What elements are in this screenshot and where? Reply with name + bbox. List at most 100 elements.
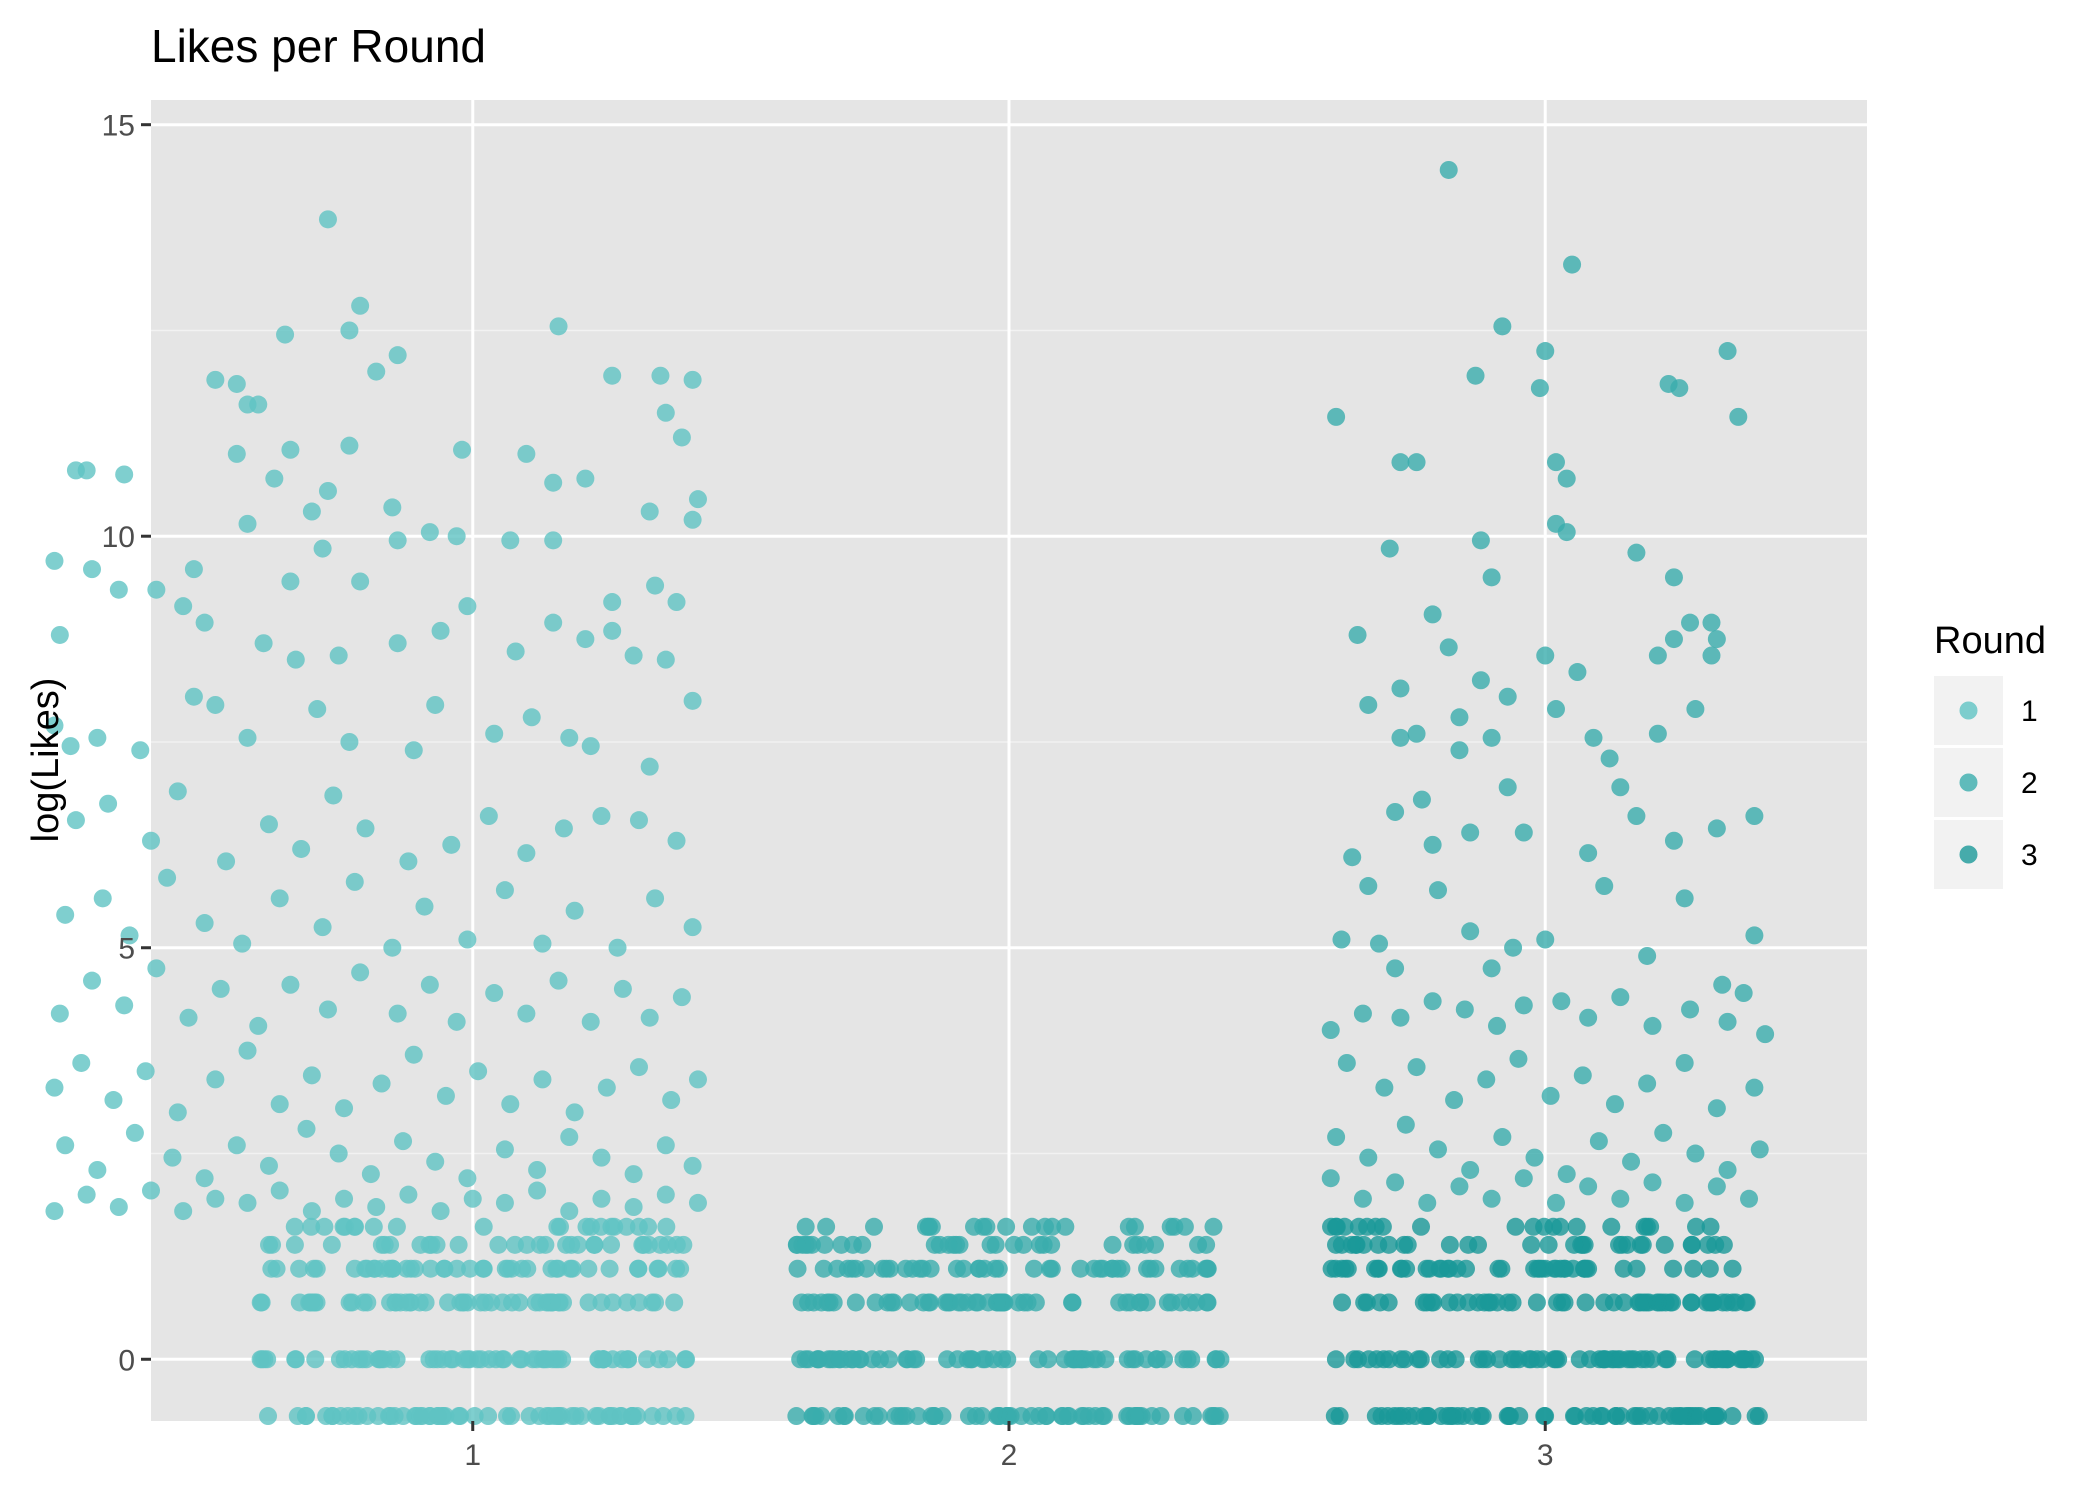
point-series-1 [324,786,343,805]
point-series-2 [962,1350,981,1369]
point-series-2 [824,1293,843,1312]
point-series-2 [1386,802,1405,821]
point-series-1 [560,1202,579,1221]
point-series-2 [1579,1008,1598,1027]
point-series-2 [1037,1407,1056,1426]
point-series-1 [115,996,134,1015]
point-series-2 [1407,1058,1426,1077]
point-series-2 [897,1407,916,1426]
chart-title: Likes per Round [151,20,486,72]
point-series-2 [1648,646,1667,665]
point-series-1 [629,1058,648,1077]
point-series-3 [1742,1350,1761,1369]
point-series-1 [345,1217,364,1236]
point-series-3 [1655,1235,1674,1254]
point-series-1 [613,979,632,998]
point-series-1 [335,1099,354,1118]
point-series-1 [530,1235,549,1254]
point-series-2 [921,1259,940,1278]
point-series-1 [302,502,321,521]
point-series-1 [361,1165,380,1184]
point-series-2 [791,1350,810,1369]
point-series-1 [184,687,203,706]
point-series-1 [306,1350,325,1369]
point-series-1 [650,1350,669,1369]
point-series-2 [1745,1078,1764,1097]
point-series-1 [447,1259,466,1278]
point-series-1 [330,1350,349,1369]
point-series-2 [1595,877,1614,896]
point-series-2 [1423,835,1442,854]
point-series-2 [925,1407,944,1426]
point-series-3 [1438,1350,1457,1369]
point-series-1 [351,296,370,315]
point-series-1 [592,1148,611,1167]
point-series-1 [411,1235,430,1254]
point-series-2 [986,1235,1005,1254]
point-series-2 [1745,926,1764,945]
point-series-1 [657,1217,676,1236]
legend-label-2: 2 [2021,767,2038,800]
point-series-2 [1461,823,1480,842]
point-series-3 [1705,1407,1724,1426]
point-series-3 [1509,1350,1528,1369]
point-series-2 [1180,1293,1199,1312]
legend-title: Round [1934,620,2046,662]
point-series-2 [907,1350,926,1369]
point-series-3 [1392,1259,1411,1278]
point-series-3 [1628,1407,1647,1426]
point-series-2 [997,1217,1016,1236]
point-series-2 [1514,823,1533,842]
point-series-3 [1637,1217,1656,1236]
point-series-2 [1125,1217,1144,1236]
point-series-1 [522,708,541,727]
point-series-2 [959,1407,978,1426]
point-series-2 [1546,1193,1565,1212]
point-series-2 [1175,1217,1194,1236]
point-series-1 [495,1193,514,1212]
point-series-1 [367,362,386,381]
point-series-1 [56,905,75,924]
point-series-1 [227,444,246,463]
point-series-3 [1634,1293,1653,1312]
point-series-2 [1563,255,1582,274]
point-series-2 [1611,988,1630,1007]
point-series-1 [479,1407,498,1426]
point-series-1 [206,370,225,389]
point-series-3 [1412,1217,1431,1236]
point-series-1 [449,1407,468,1426]
point-series-1 [495,1140,514,1159]
point-series-1 [506,642,525,661]
point-series-1 [136,1062,155,1081]
point-series-2 [1198,1293,1217,1312]
point-series-3 [1551,1217,1570,1236]
point-series-1 [404,741,423,760]
point-series-2 [1638,1074,1657,1093]
point-series-1 [238,1193,257,1212]
point-series-1 [109,1198,128,1217]
point-series-2 [1042,1259,1061,1278]
point-series-2 [1042,1235,1061,1254]
point-series-2 [1461,1160,1480,1179]
point-series-1 [544,473,563,492]
point-series-1 [548,1259,567,1278]
point-series-2 [1643,1016,1662,1035]
point-series-2 [1643,1173,1662,1192]
point-series-3 [1468,1235,1487,1254]
point-series-2 [1589,1132,1608,1151]
point-series-2 [1348,625,1367,644]
point-series-2 [1670,379,1689,398]
point-series-2 [1412,790,1431,809]
point-series-2 [1734,984,1753,1003]
point-series-2 [1022,1217,1041,1236]
point-series-1 [399,1185,418,1204]
point-series-1 [489,1235,508,1254]
point-series-3 [1579,1259,1598,1278]
point-series-2 [1611,1189,1630,1208]
point-series-2 [869,1407,888,1426]
point-series-1 [585,1235,604,1254]
point-series-1 [461,1259,480,1278]
point-series-2 [1707,1177,1726,1196]
point-series-3 [1411,1350,1430,1369]
point-series-1 [401,1293,420,1312]
